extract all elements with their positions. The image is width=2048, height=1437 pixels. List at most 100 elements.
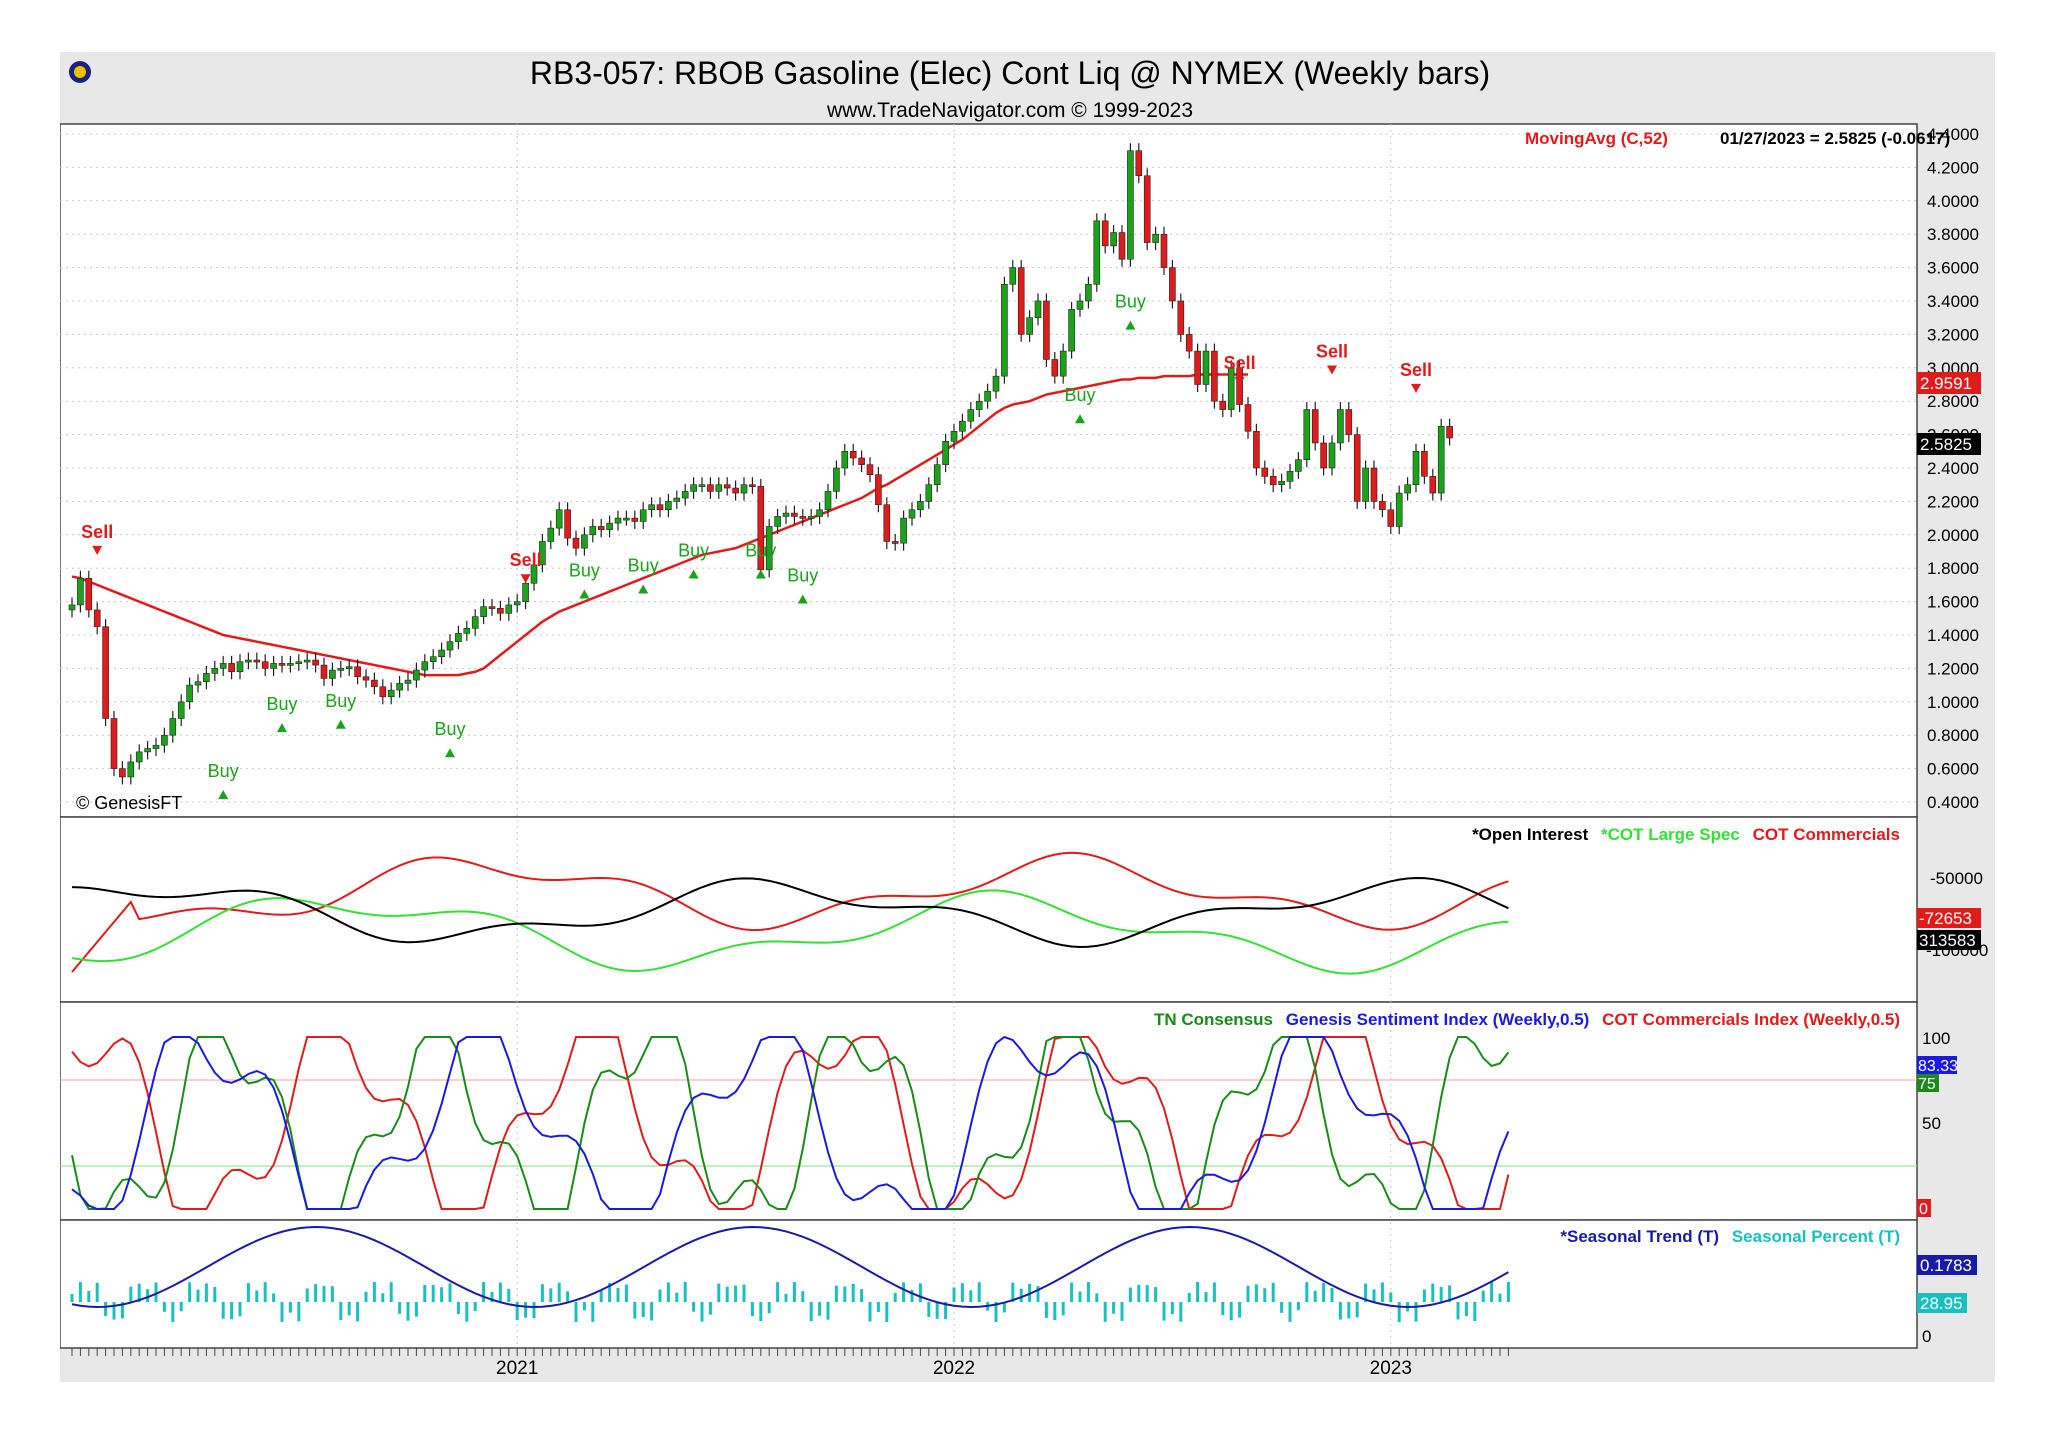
candle-body: [942, 440, 949, 465]
seasonal-trend-line: [71, 1226, 1509, 1308]
seasonal-percent-bar: [154, 1282, 158, 1302]
seasonal-percent-bar: [1464, 1302, 1468, 1317]
sent-badge-comm: 0: [1919, 1201, 1928, 1218]
candle-body: [984, 390, 991, 402]
seasonal-percent-bar: [708, 1302, 712, 1315]
price-tick-label: 3.6000: [1927, 259, 1979, 278]
candle-body: [1303, 409, 1311, 460]
candle-body: [765, 526, 773, 571]
seasonal-percent-bar: [616, 1287, 620, 1302]
candle-body: [581, 534, 588, 549]
candle-body: [782, 512, 790, 517]
buy-arrow-icon: [755, 569, 766, 579]
candle-body: [698, 484, 706, 488]
seasonal-percent-bar: [767, 1302, 771, 1314]
seasonal-percent-bar: [792, 1282, 796, 1302]
buy-signal-label: Buy: [434, 719, 465, 739]
candle-body: [1345, 409, 1353, 435]
candle-body: [849, 450, 857, 459]
seasonal-percent-bar: [1448, 1285, 1452, 1302]
seasonal-percent-bar: [1490, 1282, 1494, 1302]
seas-legend-trend: *Seasonal Trend (T): [1560, 1227, 1719, 1246]
seasonal-percent-bar: [1044, 1302, 1048, 1318]
seasonal-percent-bar: [843, 1286, 847, 1302]
sent-badge-genesis: 83.33: [1918, 1058, 1958, 1075]
candle-body: [1034, 300, 1042, 319]
sent-tick-50: 50: [1922, 1114, 1941, 1133]
seasonal-percent-bar: [1154, 1287, 1158, 1302]
seasonal-percent-bar: [910, 1289, 914, 1302]
sentiment-lines-group: [60, 1035, 1917, 1210]
ma-legend: MovingAvg (C,52): [1525, 129, 1668, 148]
candle-body: [975, 400, 983, 410]
seasonal-percent-bar: [146, 1289, 150, 1302]
candle-body: [203, 673, 210, 683]
price-panel: [60, 123, 1918, 818]
seasonal-percent-bar: [650, 1302, 654, 1321]
seasonal-percent-bar: [372, 1282, 376, 1302]
seasonal-percent-bar: [356, 1302, 360, 1322]
sell-arrow-icon: [92, 545, 103, 555]
candle-body: [1076, 300, 1084, 310]
buy-arrow-icon: [335, 719, 346, 729]
candle-body: [740, 484, 748, 494]
buy-signal-label: Buy: [787, 566, 818, 586]
seasonal-percent-bar: [1170, 1302, 1174, 1315]
seasonal-group: [70, 1226, 1510, 1322]
seasonal-percent-bar: [809, 1302, 813, 1322]
candle-body: [824, 491, 832, 511]
seasonal-percent-bar: [860, 1289, 864, 1302]
sell-signal-label: Sell: [81, 522, 113, 542]
seasonal-percent-bar: [440, 1287, 444, 1302]
seasonal-percent-bar: [381, 1293, 385, 1302]
candle-body: [169, 718, 177, 736]
seasonal-percent-bar: [1070, 1282, 1074, 1302]
candle-body: [665, 501, 672, 511]
cot-large-spec-line: [71, 889, 1509, 975]
chart-title: RB3-057: RBOB Gasoline (Elec) Cont Liq @…: [530, 55, 1490, 91]
seas-badge-percent-bg: [1917, 1293, 1967, 1313]
candle-body: [715, 484, 723, 492]
seasonal-percent-bar: [675, 1292, 679, 1302]
seasonal-percent-bar: [1313, 1290, 1317, 1302]
candle-body: [933, 464, 941, 486]
candle-body: [1253, 430, 1260, 469]
candle-body: [959, 420, 966, 432]
seasonal-percent-bar: [1271, 1282, 1275, 1302]
sent-legend-comm: COT Commercials Index (Weekly,0.5): [1602, 1010, 1900, 1029]
seasonal-percent-bar: [1296, 1302, 1300, 1311]
candle-body: [522, 582, 529, 602]
seasonal-percent-bar: [1397, 1302, 1401, 1322]
seasonal-percent-bar: [1238, 1302, 1242, 1318]
cot-legend-comm: COT Commercials: [1753, 825, 1900, 844]
seasonal-percent-bar: [1137, 1284, 1141, 1302]
seasonal-percent-bar: [87, 1290, 91, 1302]
seasonal-percent-bar: [1330, 1287, 1334, 1302]
candle-body: [1202, 350, 1210, 385]
price-tick-label: 3.2000: [1927, 325, 1979, 344]
candle-body: [530, 564, 538, 584]
sell-signal-label: Sell: [1316, 341, 1348, 361]
candle-body: [1328, 442, 1336, 469]
seasonal-percent-bar: [1179, 1302, 1183, 1322]
seasonal-percent-bar: [952, 1287, 956, 1302]
buy-arrow-icon: [1075, 414, 1085, 424]
sent-legend-consensus: TN Consensus: [1154, 1010, 1273, 1029]
seasonal-percent-bar: [171, 1302, 175, 1322]
price-tick-label: 4.0000: [1927, 192, 1979, 211]
candle-body: [791, 512, 798, 517]
candle-body: [127, 761, 135, 778]
seasonal-percent-bar: [944, 1302, 948, 1320]
sell-signal-label: Sell: [1400, 360, 1432, 380]
seasonal-percent-bar: [70, 1294, 74, 1302]
seasonal-percent-bar: [868, 1302, 872, 1322]
candle-body: [228, 663, 235, 673]
candle-body: [1387, 509, 1395, 527]
candle-body: [547, 527, 555, 542]
buy-arrow-icon: [638, 584, 649, 594]
candle-body: [1177, 300, 1185, 335]
candle-body: [387, 689, 395, 698]
candle-body: [1160, 233, 1168, 268]
price-tick-label: 0.4000: [1927, 793, 1979, 812]
candle-body: [93, 609, 101, 627]
